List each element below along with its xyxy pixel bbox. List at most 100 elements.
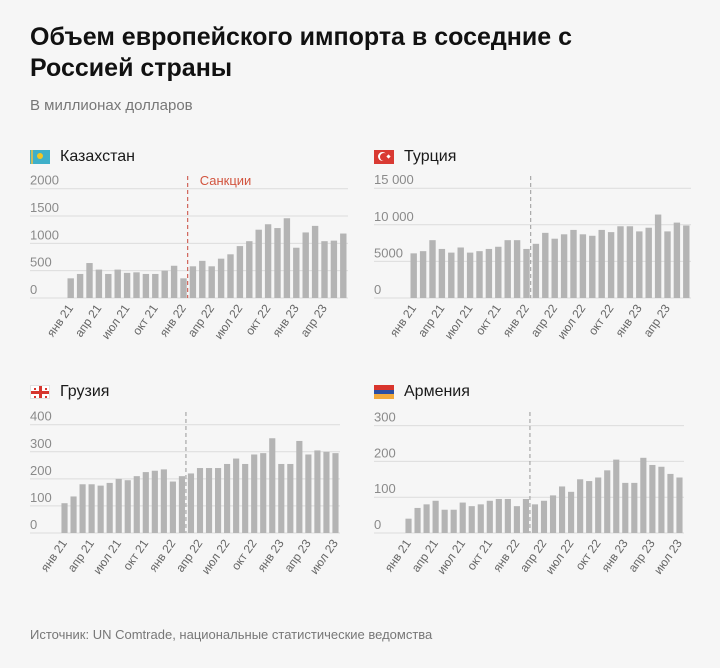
bar	[595, 477, 602, 533]
bar	[283, 218, 291, 298]
bar	[586, 481, 593, 533]
bar	[419, 251, 427, 298]
bar	[513, 240, 521, 298]
bar	[613, 459, 620, 533]
bar	[495, 498, 502, 533]
bar	[542, 232, 549, 298]
bar	[631, 482, 638, 533]
bar	[180, 278, 187, 298]
bar	[640, 457, 647, 533]
bar	[255, 229, 262, 298]
kazakhstan-flag-icon	[30, 150, 50, 164]
x-tick-label: июл 23	[651, 536, 685, 576]
bar	[504, 498, 511, 533]
y-tick-label: 300	[30, 436, 52, 451]
bar	[260, 453, 267, 533]
turkey-flag-icon	[374, 150, 394, 164]
x-tick-label: янв 22	[157, 301, 189, 339]
bar	[579, 234, 587, 298]
x-tick-label: янв 21	[38, 536, 70, 574]
bar	[598, 229, 605, 298]
x-tick-label: янв 22	[490, 536, 522, 574]
bar	[321, 241, 328, 298]
x-tick-label: янв 23	[613, 301, 645, 339]
bar	[95, 269, 103, 298]
y-tick-label: 0	[374, 282, 381, 297]
bar	[114, 269, 121, 298]
x-tick-label: июл 21	[90, 536, 124, 576]
bar	[61, 503, 68, 533]
y-tick-label: 15 000	[374, 172, 414, 187]
country-name: Турция	[404, 148, 457, 165]
x-tick-label: июл 22	[199, 536, 233, 576]
bar	[457, 247, 464, 298]
georgia-flag-icon	[30, 385, 50, 399]
bar	[513, 506, 520, 533]
bar	[438, 248, 446, 298]
country-name: Казахстан	[60, 148, 135, 165]
x-tick-label: июл 21	[434, 536, 468, 576]
country-name: Армения	[404, 383, 470, 400]
bar	[649, 464, 656, 533]
bar	[314, 450, 321, 533]
panel-georgia: Грузия 0 100 200 300 400 янв 21 апр 21 июл 21 ок…	[30, 381, 370, 611]
bar	[570, 229, 577, 298]
bar	[251, 454, 258, 533]
bar	[189, 266, 197, 298]
bar	[124, 480, 131, 533]
bar	[236, 246, 244, 298]
bar	[274, 228, 281, 298]
bar	[76, 273, 84, 298]
bar	[278, 463, 285, 533]
bar	[589, 235, 596, 298]
bar	[604, 470, 611, 533]
bar	[495, 246, 502, 298]
y-tick-label: 2000	[30, 173, 59, 188]
x-tick-label: янв 21	[382, 536, 414, 574]
bar	[242, 463, 249, 533]
bar	[523, 248, 530, 298]
bar	[476, 251, 483, 298]
armenia-flag-icon	[374, 385, 394, 399]
bar	[654, 214, 662, 298]
bar	[673, 222, 681, 298]
bar	[199, 260, 206, 298]
bar	[607, 232, 615, 298]
x-tick-label: июл 23	[307, 536, 341, 576]
bar	[549, 495, 557, 533]
x-tick-label: янв 22	[500, 301, 532, 339]
y-tick-label: 0	[30, 517, 37, 532]
y-tick-label: 200	[374, 445, 396, 460]
x-tick-label: янв 23	[599, 536, 631, 574]
bar	[208, 266, 215, 298]
y-tick-label: 300	[374, 410, 396, 425]
bar	[429, 240, 436, 298]
bar	[142, 273, 150, 298]
bar	[123, 272, 131, 298]
x-tick-label: янв 23	[255, 536, 287, 574]
bar	[468, 506, 475, 533]
bar	[269, 438, 276, 533]
bar	[133, 476, 140, 533]
bar	[305, 454, 312, 533]
bar	[205, 468, 213, 533]
x-tick-label: окт 22	[585, 301, 616, 337]
bar	[105, 273, 112, 298]
bar	[664, 231, 671, 298]
bar	[151, 470, 158, 533]
bar	[676, 477, 683, 533]
y-tick-label: 400	[30, 409, 52, 424]
bar	[551, 238, 558, 298]
x-tick-label: янв 22	[146, 536, 178, 574]
bar	[645, 227, 652, 298]
bar	[296, 440, 303, 533]
bar	[405, 518, 412, 533]
x-tick-label: янв 23	[270, 301, 302, 339]
bar	[683, 225, 690, 298]
bar	[217, 258, 225, 298]
y-tick-label: 0	[374, 517, 381, 532]
bar	[178, 476, 186, 533]
bar	[246, 241, 253, 298]
